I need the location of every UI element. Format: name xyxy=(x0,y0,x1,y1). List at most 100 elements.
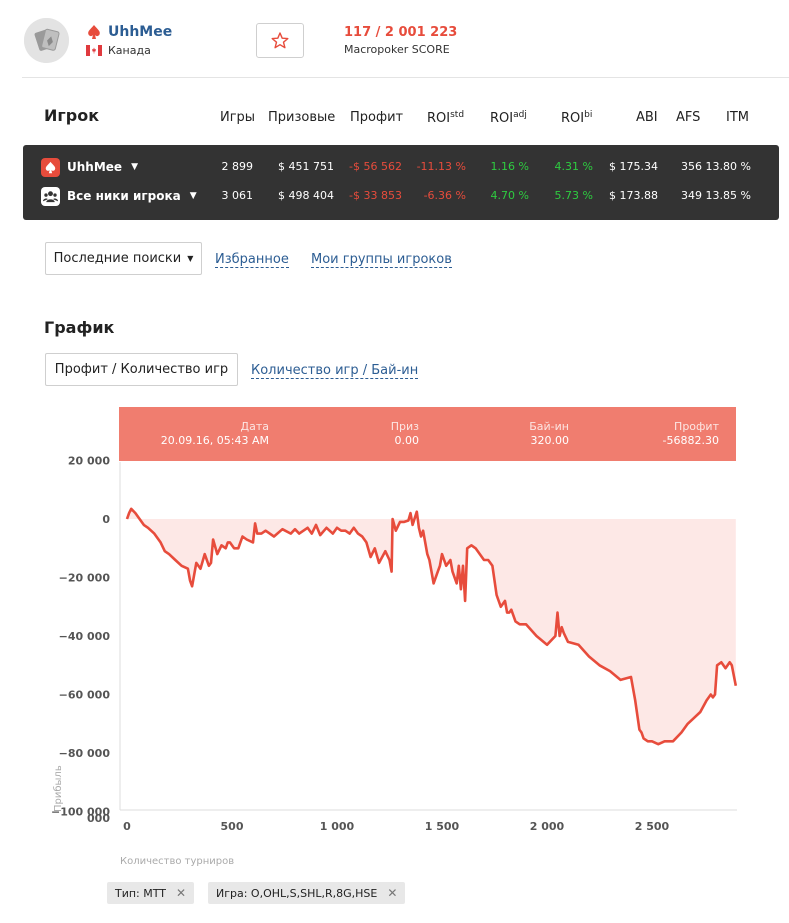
tooltip-date-value: 20.09.16, 05:43 AM xyxy=(160,434,269,447)
cell-profit: -$ 33 853 xyxy=(349,189,402,202)
player-header: UhhMee xyxy=(86,24,172,40)
score-label: Macropoker SCORE xyxy=(344,43,450,56)
tooltip-buyin: Бай-ин 320.00 xyxy=(529,420,569,447)
cards-avatar-icon xyxy=(24,18,69,63)
cell-roi-std: -6.36 % xyxy=(423,189,466,202)
favorite-button[interactable] xyxy=(256,23,304,58)
tooltip-profit-label: Профит xyxy=(674,420,719,433)
cell-prizes: $ 498 404 xyxy=(278,189,334,202)
cell-roi-adj: 4.70 % xyxy=(490,189,529,202)
cell-itm: 13.80 % xyxy=(705,160,751,173)
my-groups-link[interactable]: Мои группы игроков xyxy=(311,252,452,268)
cell-prizes: $ 451 751 xyxy=(278,160,334,173)
row-name: Все ники игрока xyxy=(67,189,181,203)
group-icon xyxy=(41,186,60,206)
stats-title: Игрок xyxy=(44,106,100,125)
x-tick-label: 2 500 xyxy=(635,820,670,833)
tooltip-prize-label: Приз xyxy=(390,420,419,433)
col-roi-std-sup: std xyxy=(450,110,465,120)
avatar[interactable] xyxy=(24,18,69,63)
col-roi-std-label: ROI xyxy=(427,111,451,126)
chart-tooltip: Дата 20.09.16, 05:43 AM Приз 0.00 Бай-ин… xyxy=(119,407,736,461)
cell-profit: -$ 56 562 xyxy=(349,160,402,173)
close-icon[interactable]: ✕ xyxy=(176,886,187,900)
close-icon[interactable]: ✕ xyxy=(387,886,398,900)
y-tick-label: −20 000 xyxy=(59,572,111,585)
cell-abi: $ 173.88 xyxy=(609,189,658,202)
score-value: 117 / 2 001 223 xyxy=(344,25,458,40)
y-tick-label-origin: 000 xyxy=(87,812,110,825)
macropoker-score: 117 / 2 001 223 Macropoker SCORE xyxy=(344,25,457,56)
x-tick-label: 0 xyxy=(123,820,131,833)
col-itm: ITM xyxy=(726,110,749,125)
x-tick-label: 500 xyxy=(221,820,244,833)
tooltip-date-label: Дата xyxy=(240,420,269,433)
cell-games: 3 061 xyxy=(221,189,254,202)
col-roi-adj-sup: adj xyxy=(513,110,527,120)
star-icon xyxy=(271,31,289,48)
tooltip-prize-value: 0.00 xyxy=(394,434,420,447)
tooltip-buyin-value: 320.00 xyxy=(530,434,570,447)
y-tick-label: −80 000 xyxy=(59,747,111,760)
y-tick-label: −60 000 xyxy=(59,689,111,702)
col-games: Игры xyxy=(220,110,256,125)
cell-afs: 349 xyxy=(681,189,702,202)
all-nicks-dropdown[interactable]: Все ники игрока ▼ xyxy=(41,185,197,207)
col-roi-bi-sup: bi xyxy=(584,110,593,120)
cell-roi-adj: 1.16 % xyxy=(490,160,529,173)
cell-roi-bi: 4.31 % xyxy=(554,160,593,173)
y-axis-label: Прибыль xyxy=(53,765,64,812)
cell-itm: 13.85 % xyxy=(705,189,751,202)
col-abi: ABI xyxy=(636,110,658,125)
x-tick-label: 1 000 xyxy=(320,820,355,833)
tooltip-buyin-label: Бай-ин xyxy=(529,420,569,433)
spade-icon xyxy=(88,25,100,39)
tab-games-buyin[interactable]: Количество игр / Бай-ин xyxy=(251,363,419,379)
x-tick-label: 1 500 xyxy=(425,820,460,833)
player-country: Канада xyxy=(86,44,151,57)
player-nick-dropdown[interactable]: UhhMee ▼ xyxy=(41,156,138,178)
cell-games: 2 899 xyxy=(221,160,254,173)
filter-tag-label: Игра: O,OHL,S,SHL,R,8G,HSE xyxy=(216,886,378,900)
tooltip-prize: Приз 0.00 xyxy=(391,420,419,447)
tooltip-date: Дата 20.09.16, 05:43 AM xyxy=(161,420,269,447)
col-roi-bi-label: ROI xyxy=(561,111,585,126)
y-tick-label: −40 000 xyxy=(59,630,111,643)
player-name[interactable]: UhhMee xyxy=(108,24,173,40)
caret-down-icon: ▼ xyxy=(187,254,194,263)
cell-abi: $ 175.34 xyxy=(609,160,658,173)
canada-flag-icon xyxy=(86,45,102,56)
tab-profit-games[interactable]: Профит / Количество игр xyxy=(45,353,238,386)
y-tick-label: −100 000 xyxy=(51,806,110,819)
caret-down-icon: ▼ xyxy=(131,162,138,172)
col-roi-adj-label: ROI xyxy=(490,111,514,126)
row-name: UhhMee xyxy=(67,160,123,174)
filter-tag: Тип: MTT ✕ xyxy=(107,882,195,904)
header-divider xyxy=(22,77,789,78)
recent-searches-dropdown[interactable]: Последние поиски ▼ xyxy=(45,242,202,275)
recent-searches-label: Последние поиски xyxy=(53,251,182,266)
chart-section-title: График xyxy=(44,318,115,337)
col-roi-std: ROIstd xyxy=(427,110,464,126)
favorites-link[interactable]: Избранное xyxy=(215,252,289,268)
y-tick-label: 20 000 xyxy=(68,455,110,468)
filter-tag: Игра: O,OHL,S,SHL,R,8G,HSE ✕ xyxy=(208,882,406,904)
table-row: UhhMee ▼ 2 899 $ 451 751 -$ 56 562 -11.1… xyxy=(23,156,779,178)
spade-icon xyxy=(41,157,60,177)
profit-line xyxy=(125,507,738,746)
table-row: Все ники игрока ▼ 3 061 $ 498 404 -$ 33 … xyxy=(23,185,779,207)
x-axis-label: Количество турниров xyxy=(120,856,234,867)
filter-tag-label: Тип: MTT xyxy=(115,886,166,900)
profit-area xyxy=(127,508,736,745)
col-afs: AFS xyxy=(676,110,701,125)
x-tick-label: 2 000 xyxy=(530,820,565,833)
country-name: Канада xyxy=(108,44,151,57)
tooltip-profit-value: -56882.30 xyxy=(662,434,719,447)
cell-roi-bi: 5.73 % xyxy=(554,189,593,202)
stats-table: UhhMee ▼ 2 899 $ 451 751 -$ 56 562 -11.1… xyxy=(23,145,779,220)
col-prizes: Призовые xyxy=(268,110,336,125)
cell-afs: 356 xyxy=(681,160,702,173)
cell-roi-std: -11.13 % xyxy=(416,160,466,173)
caret-down-icon: ▼ xyxy=(189,191,197,201)
